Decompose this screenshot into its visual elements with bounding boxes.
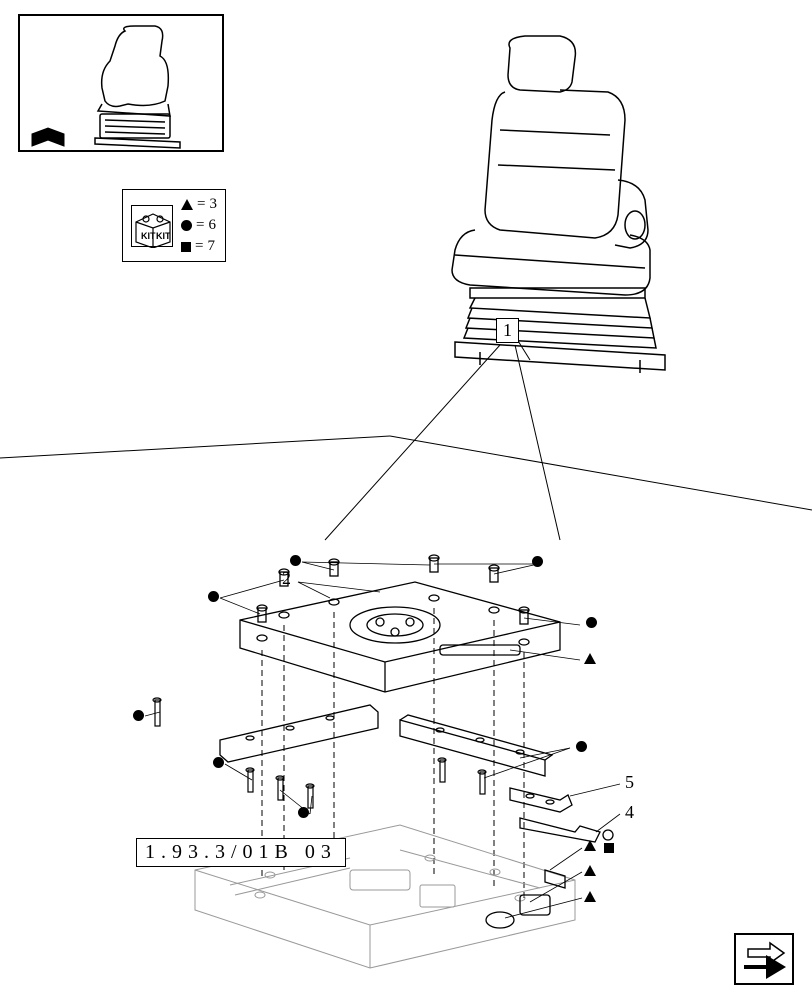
reference-label: 1.93.3/01B 03 — [136, 838, 346, 867]
next-page-arrow[interactable] — [734, 933, 794, 985]
marker-square — [604, 840, 614, 858]
arrow-icon — [736, 935, 792, 983]
marker-circle — [213, 755, 224, 773]
marker-triangle — [584, 838, 596, 856]
marker-triangle — [584, 863, 596, 881]
callout-4: 4 — [625, 802, 634, 823]
marker-circle — [133, 708, 144, 726]
rails-icon — [220, 705, 552, 776]
seat-assembly-icon — [452, 36, 665, 373]
marker-triangle — [584, 889, 596, 907]
marker-circle — [532, 554, 543, 572]
marker-circle — [298, 805, 309, 823]
marker-circle — [290, 553, 301, 571]
marker-triangle — [584, 651, 596, 669]
main-diagram — [0, 0, 812, 1000]
marker-circle — [586, 615, 597, 633]
callout-5: 5 — [625, 772, 634, 793]
callout-label: 1 — [503, 320, 512, 340]
callout-2: 2 — [282, 568, 291, 589]
callout-box-1: 1 — [496, 318, 519, 343]
marker-circle — [576, 739, 587, 757]
marker-circle — [208, 589, 219, 607]
